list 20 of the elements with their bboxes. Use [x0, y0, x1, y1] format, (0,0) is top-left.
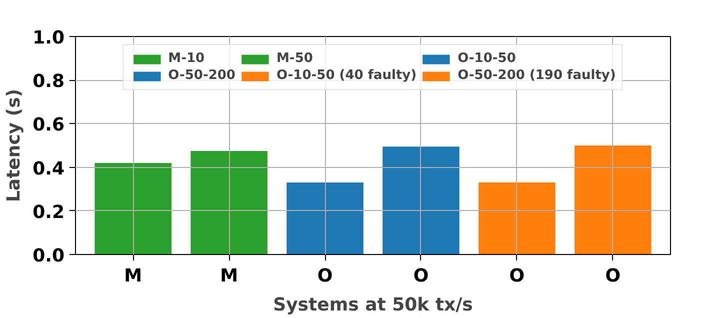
x-tick-label: M [220, 266, 238, 286]
x-tick-label: M [124, 266, 142, 286]
x-tick-label: O [317, 266, 333, 286]
y-tick-label: 0.0 [32, 246, 65, 266]
x-axis-title: Systems at 50k tx/s [273, 294, 473, 316]
legend-label: M-10 [168, 51, 205, 66]
x-tick-label: O [605, 266, 621, 286]
y-tick-label: 0.4 [32, 158, 65, 180]
y-tick-label: 1.0 [32, 28, 65, 48]
legend-label: O-10-50 [458, 51, 516, 66]
y-tick-label: 0.8 [32, 71, 65, 92]
legend-label: O-50-200 [168, 68, 236, 83]
y-axis-title: Latency (s) [4, 88, 25, 202]
y-tick-label: 0.2 [32, 202, 65, 223]
legend-label: M-50 [276, 51, 313, 66]
legend-label: O-10-50 (40 faulty) [276, 68, 417, 83]
y-tick-label: 0.6 [32, 114, 65, 136]
x-tick-label: O [509, 266, 525, 286]
legend-label: O-50-200 (190 faulty) [458, 68, 616, 83]
x-tick-label: O [413, 266, 429, 286]
